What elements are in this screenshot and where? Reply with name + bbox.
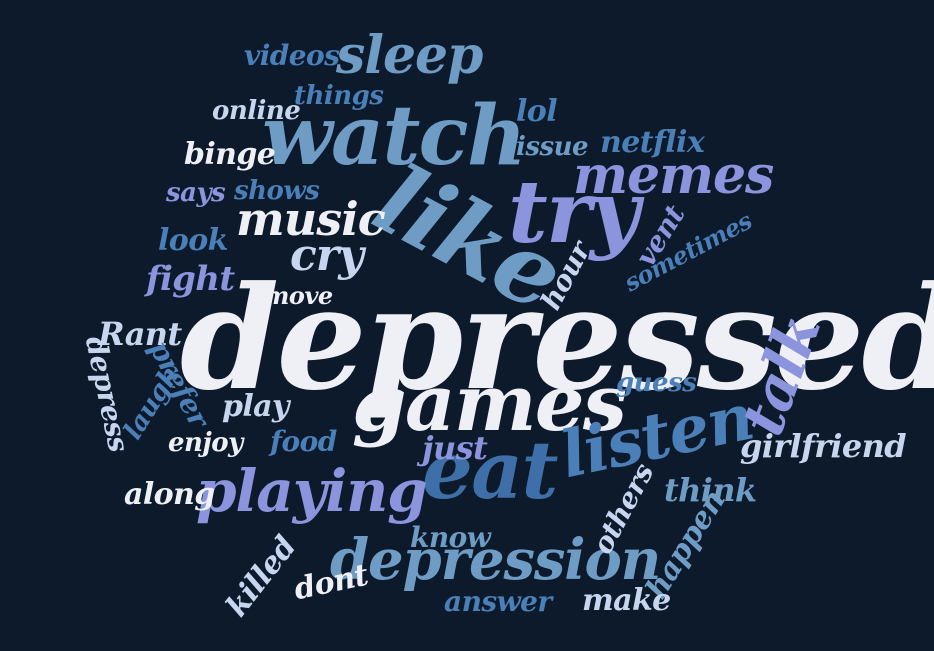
word-depressed: depressed <box>180 256 934 422</box>
word-look: look <box>158 223 228 258</box>
word-cry: cry <box>290 230 364 281</box>
word-food: food <box>270 425 337 458</box>
word-videos: videos <box>244 39 340 72</box>
word-move: move <box>264 281 333 310</box>
word-make: make <box>582 583 671 618</box>
word-just: just <box>422 429 488 467</box>
word-lol: lol <box>516 94 558 129</box>
word-enjoy: enjoy <box>168 428 243 458</box>
word-know: know <box>410 521 491 554</box>
word-watch: watch <box>262 88 527 184</box>
word-fight: fight <box>146 259 235 299</box>
word-try: try <box>508 162 640 263</box>
word-issue: issue <box>516 132 589 162</box>
word-netflix: netflix <box>600 125 705 160</box>
word-says: says <box>166 178 226 208</box>
word-think: think <box>664 471 757 509</box>
word-music: music <box>236 192 386 246</box>
word-depression: depression <box>330 527 661 593</box>
word-shows: shows <box>234 176 320 206</box>
word-rant: Rant <box>98 315 182 353</box>
word-play: play <box>222 389 289 424</box>
word-guess: guess <box>616 368 697 398</box>
word-sleep: sleep <box>336 25 483 86</box>
word-killed: killed <box>219 529 304 624</box>
word-answer: answer <box>444 585 552 618</box>
word-playing: playing <box>196 457 428 525</box>
word-games: games <box>352 358 627 449</box>
word-things: things <box>294 81 384 111</box>
word-along: along <box>124 477 215 512</box>
word-girlfriend: girlfriend <box>740 427 907 465</box>
word-online: online <box>212 96 301 126</box>
word-eat: eat <box>422 423 558 517</box>
word-memes: memes <box>573 145 774 206</box>
word-dont: dont <box>291 557 371 608</box>
word-binge: binge <box>184 137 276 172</box>
